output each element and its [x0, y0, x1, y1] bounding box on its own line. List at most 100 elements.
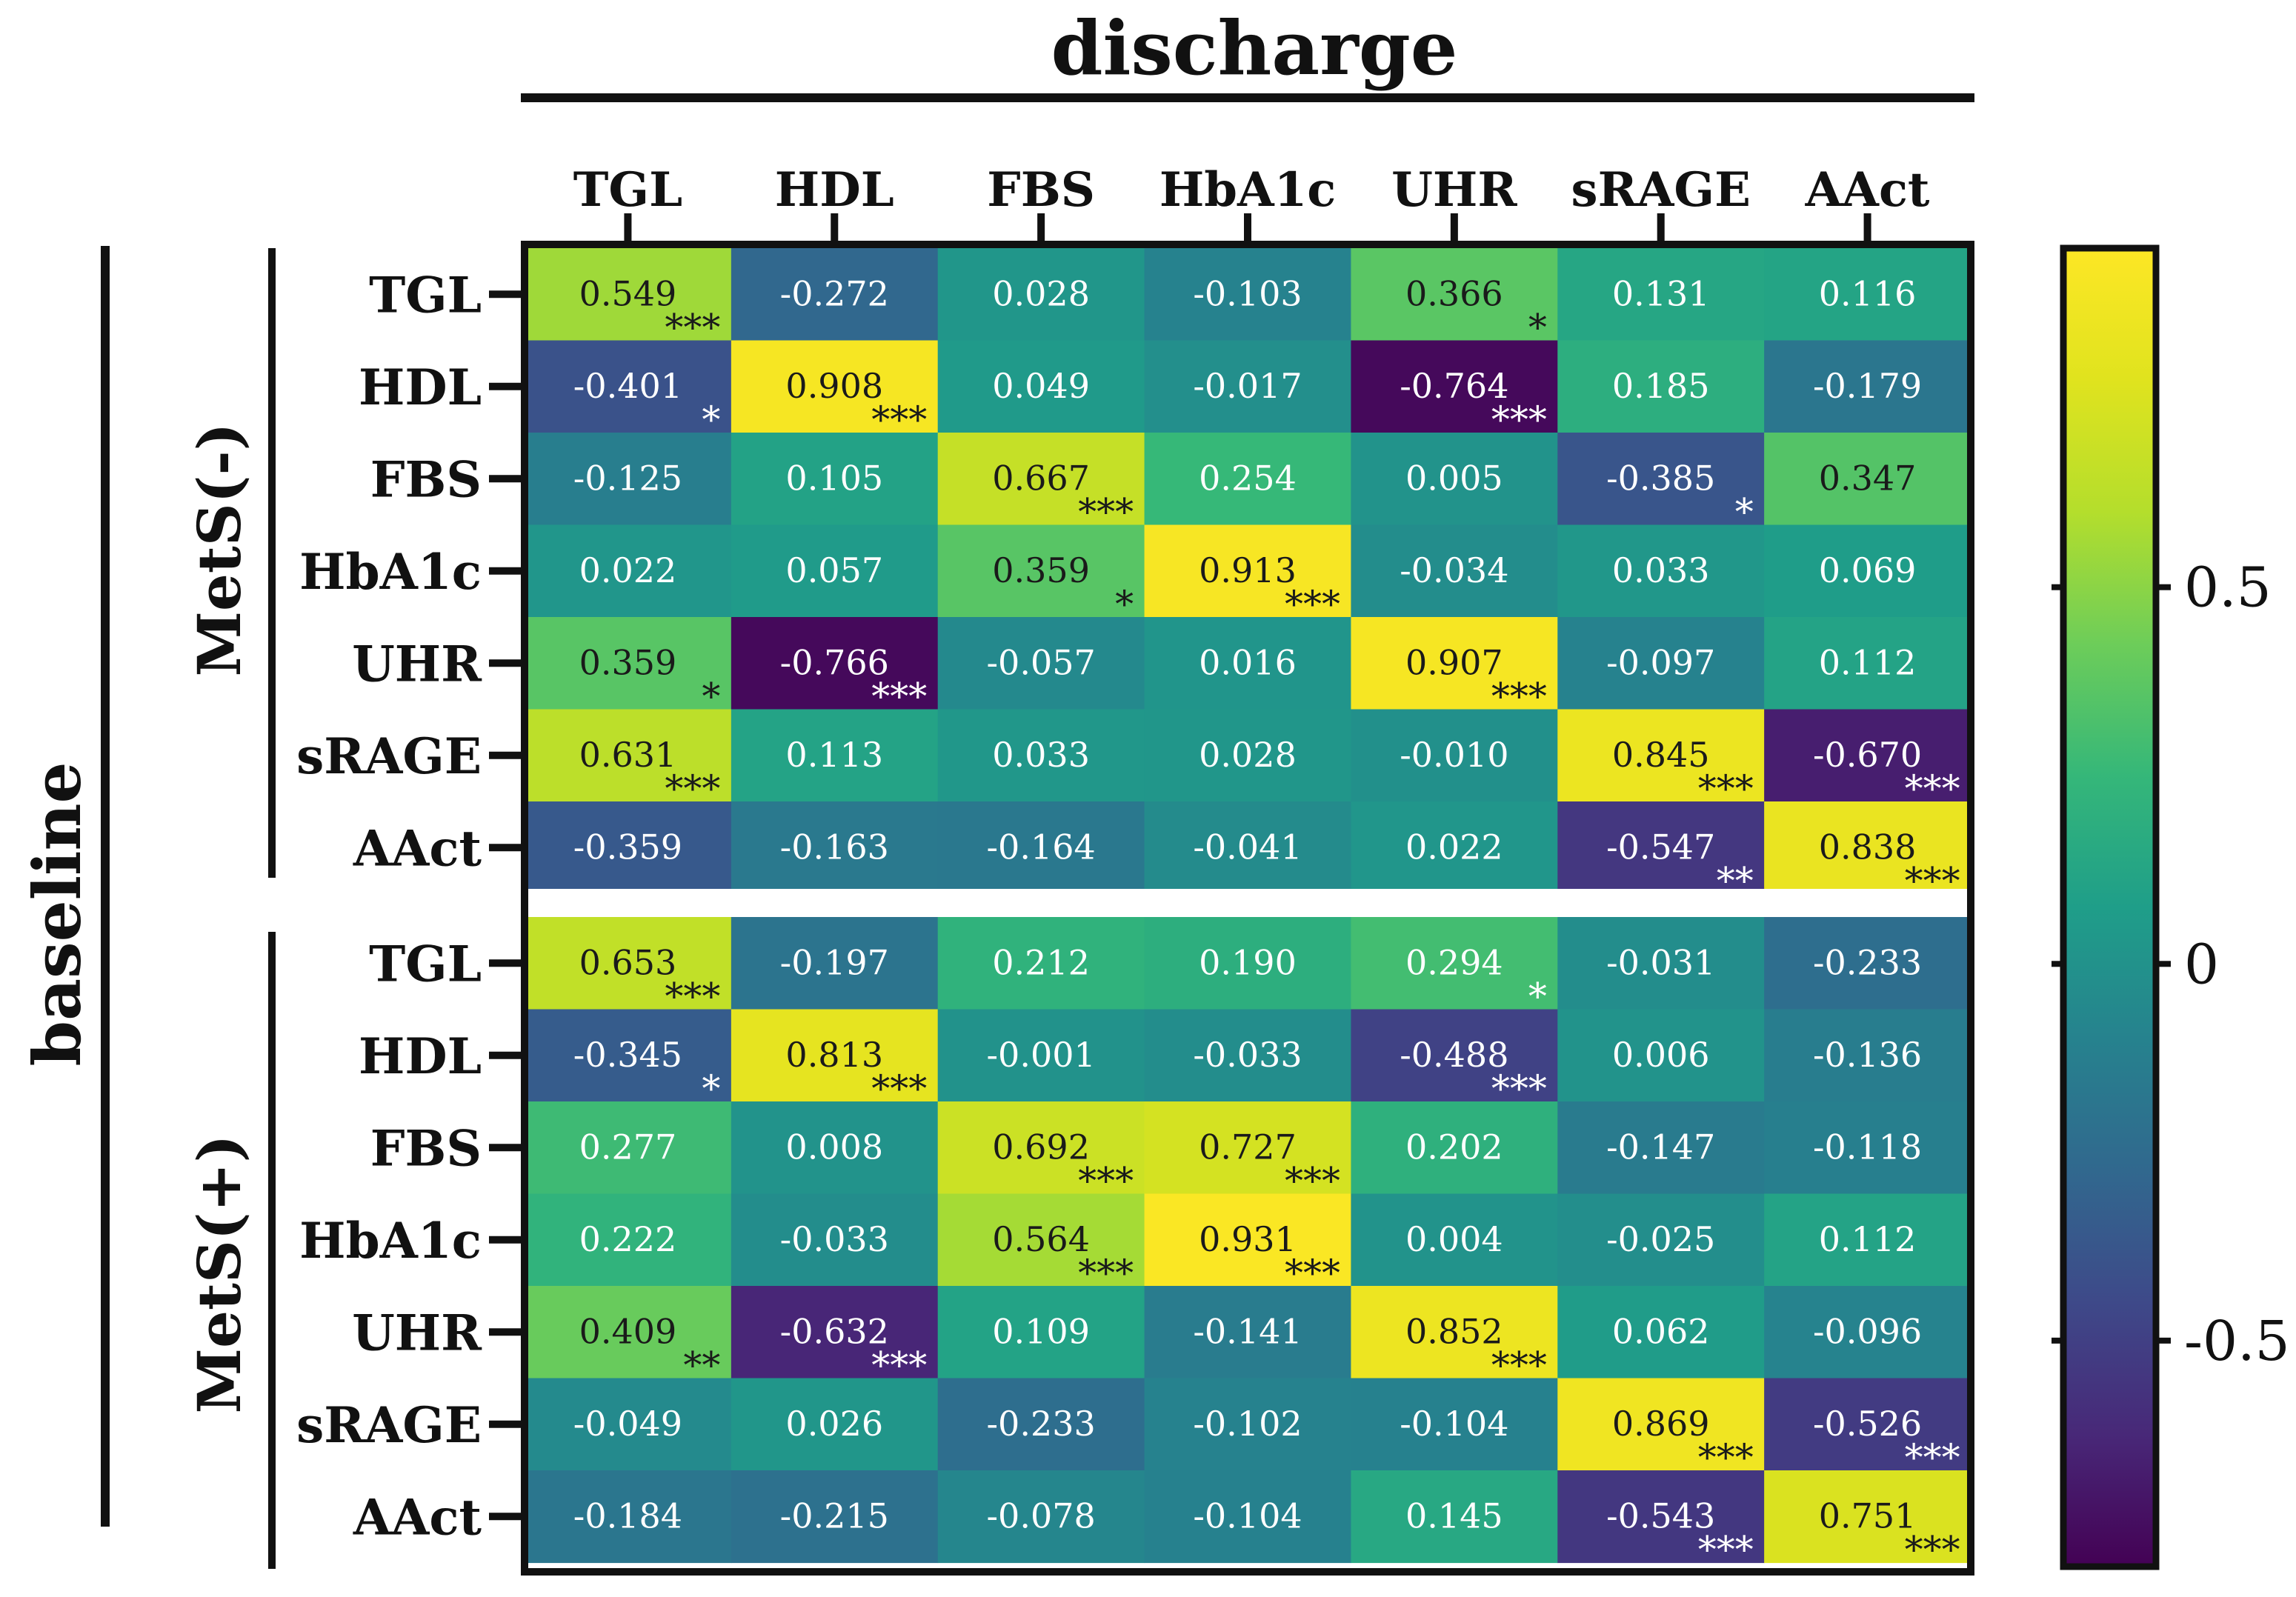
cell-value: 0.033	[992, 735, 1090, 775]
cell-value: -0.078	[987, 1496, 1096, 1536]
heatmap-cell	[937, 1378, 1145, 1471]
cell-value: -0.034	[1400, 550, 1508, 590]
heatmap-cell	[731, 524, 939, 618]
column-header: UHR	[1391, 162, 1517, 218]
cell-value: -0.764	[1400, 366, 1508, 406]
heatmap-cell	[731, 1009, 939, 1102]
heatmap-cell	[1351, 1470, 1558, 1564]
row-label: FBS	[370, 1119, 482, 1177]
cell-value: -0.147	[1606, 1127, 1715, 1167]
heatmap-cell	[731, 709, 939, 802]
group-separator	[525, 889, 1971, 917]
cell-value: -0.184	[573, 1496, 682, 1536]
colorbar	[2060, 244, 2160, 1570]
heatmap-cell	[1144, 433, 1352, 526]
heatmap-cell	[731, 1101, 939, 1195]
cell-value: -0.049	[573, 1404, 682, 1444]
cell-value: -0.233	[987, 1404, 1096, 1444]
cell-value: -0.097	[1606, 642, 1715, 682]
heatmap-cell	[1764, 1101, 1971, 1195]
cell-value: 0.813	[785, 1035, 883, 1075]
cell-value: 0.838	[1819, 827, 1917, 867]
heatmap-cell	[1144, 1193, 1352, 1287]
heatmap-cell	[1351, 1009, 1558, 1102]
cell-value: 0.022	[579, 550, 677, 590]
cell-value: 0.931	[1199, 1219, 1297, 1259]
cell-value: 0.727	[1199, 1127, 1297, 1167]
heatmap-cell	[1764, 433, 1971, 526]
heatmap-cells: 0.549***-0.272 0.028 -0.103 0.366*0.131 0.11…	[525, 248, 1971, 1571]
cell-value: 0.908	[785, 366, 883, 406]
cell-value: 0.131	[1612, 273, 1710, 313]
cell-value: -0.141	[1193, 1311, 1302, 1351]
heatmap-cell	[731, 801, 939, 895]
column-tick	[1657, 213, 1665, 244]
cell-value: 0.116	[1819, 273, 1917, 313]
column-tick	[1450, 213, 1458, 244]
column-tick	[1244, 213, 1251, 244]
heatmap-cell	[1557, 524, 1765, 618]
row-tick	[489, 844, 525, 852]
heatmap-cell	[937, 917, 1145, 1010]
cell-value: 0.869	[1612, 1404, 1710, 1444]
cell-value: 0.026	[785, 1404, 883, 1444]
heatmap-cell	[1764, 617, 1971, 710]
heatmap-cell	[1144, 709, 1352, 802]
cell-value: 0.564	[992, 1219, 1090, 1259]
cell-value: 0.667	[992, 458, 1090, 498]
heatmap-cell	[1351, 340, 1558, 433]
heatmap-cell	[937, 1009, 1145, 1102]
cell-value: 0.006	[1612, 1035, 1710, 1075]
column-header: sRAGE	[1571, 162, 1751, 218]
cell-value: 0.028	[1199, 735, 1297, 775]
cell-value: -0.632	[780, 1311, 889, 1351]
cell-value: 0.004	[1405, 1219, 1503, 1259]
cell-value: -0.025	[1606, 1219, 1715, 1259]
row-tick	[489, 659, 525, 667]
heatmap-cell	[1351, 248, 1558, 341]
heatmap-cell	[525, 801, 732, 895]
cell-value: 0.112	[1819, 642, 1917, 682]
heatmap-cell	[1351, 433, 1558, 526]
cell-value: -0.401	[573, 366, 682, 406]
cell-value: -0.164	[987, 827, 1096, 867]
row-label: sRAGE	[296, 727, 482, 785]
heatmap-cell	[525, 1470, 732, 1564]
column-tick	[1037, 213, 1045, 244]
cell-value: -0.543	[1606, 1496, 1715, 1536]
chart-title: discharge	[1051, 4, 1458, 92]
cell-value: -0.033	[1193, 1035, 1302, 1075]
cell-value: -0.104	[1400, 1404, 1508, 1444]
heatmap-cell	[1764, 1470, 1971, 1564]
heatmap-cell	[1351, 801, 1558, 895]
heatmap-cell	[937, 617, 1145, 710]
heatmap-cell	[1557, 433, 1765, 526]
heatmap-cell	[525, 1286, 732, 1379]
cell-value: -0.103	[1193, 273, 1302, 313]
heatmap-cell	[1557, 340, 1765, 433]
heatmap-cell	[1764, 524, 1971, 618]
cell-value: -0.010	[1400, 735, 1508, 775]
heatmap-cell	[937, 248, 1145, 341]
heatmap-cell	[1144, 1286, 1352, 1379]
heatmap-cell	[1351, 524, 1558, 618]
cell-value: -0.526	[1813, 1404, 1922, 1444]
cell-value: 0.202	[1405, 1127, 1503, 1167]
row-tick	[489, 1144, 525, 1152]
heatmap-cell	[937, 1101, 1145, 1195]
heatmap-cell	[937, 1193, 1145, 1287]
heatmap-cell	[1351, 1101, 1558, 1195]
cell-value: 0.913	[1199, 550, 1297, 590]
title-underline	[521, 93, 1974, 102]
heatmap-cell	[1764, 1286, 1971, 1379]
cell-value: 0.852	[1405, 1311, 1503, 1351]
colorbar-tick-label: 0	[2184, 933, 2219, 996]
cell-value: 0.409	[579, 1311, 677, 1351]
cell-value: -0.359	[573, 827, 682, 867]
cell-value: -0.163	[780, 827, 889, 867]
colorbar-tick-left	[2052, 1337, 2063, 1344]
heatmap-cell	[1764, 340, 1971, 433]
heatmap-cell	[525, 433, 732, 526]
heatmap-cell	[1144, 1470, 1352, 1564]
cell-value: 0.062	[1612, 1311, 1710, 1351]
